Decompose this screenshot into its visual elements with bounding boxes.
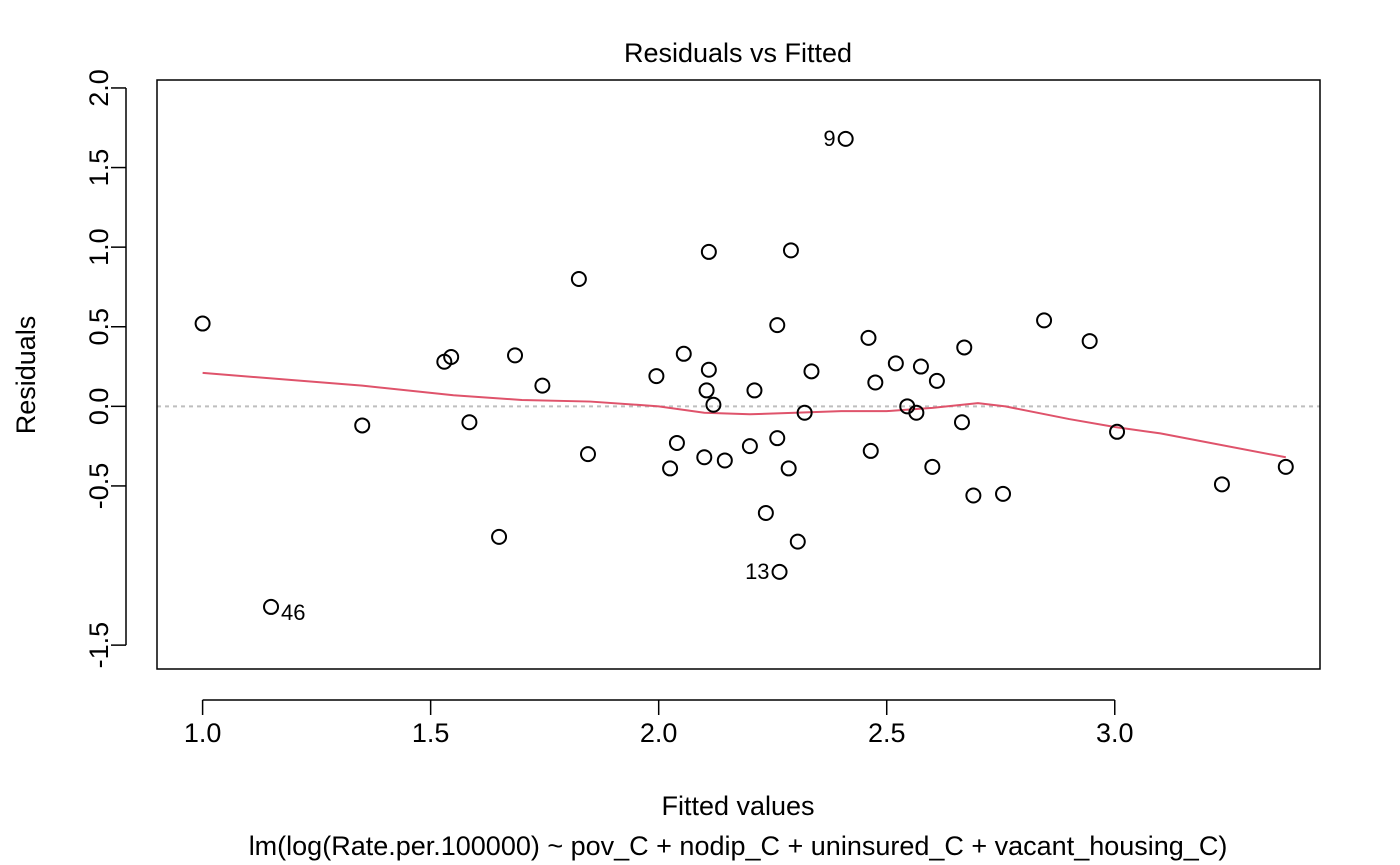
residual-point	[705, 396, 722, 413]
residual-point	[1109, 423, 1126, 440]
residual-point	[741, 438, 758, 455]
residual-point	[908, 404, 925, 421]
residual-point	[491, 528, 508, 545]
plot-area: 46 13 9	[156, 79, 1321, 670]
residual-point	[461, 414, 478, 431]
outlier-label: 9	[823, 126, 835, 151]
residual-points	[194, 130, 1294, 615]
residual-point	[194, 315, 211, 332]
residual-point	[965, 487, 982, 504]
outlier-label: 13	[745, 559, 769, 584]
chart-title: Residuals vs Fitted	[624, 38, 852, 68]
residual-point	[700, 361, 717, 378]
y-tick-label: -0.5	[84, 463, 114, 510]
residual-point	[716, 452, 733, 469]
y-axis: -1.5 -0.5 0.0 0.5 1.0 1.5 2.0	[84, 69, 127, 669]
x-tick-label: 2.5	[868, 718, 906, 748]
y-tick-label: 0.0	[84, 388, 114, 426]
residual-point	[862, 442, 879, 459]
model-formula-subtitle: lm(log(Rate.per.100000) ~ pov_C + nodip_…	[249, 831, 1228, 861]
residual-point	[953, 414, 970, 431]
x-tick-label: 1.0	[184, 718, 222, 748]
residual-point	[771, 563, 788, 580]
residual-point	[662, 460, 679, 477]
x-tick-label: 1.5	[412, 718, 450, 748]
y-tick-label: 0.5	[84, 308, 114, 346]
residual-point	[789, 533, 806, 550]
residual-point	[648, 368, 665, 385]
residual-point	[443, 348, 460, 365]
residual-point	[1036, 312, 1053, 329]
residual-point	[507, 347, 524, 364]
residual-point	[1081, 333, 1098, 350]
residual-point	[924, 458, 941, 475]
residual-point	[769, 317, 786, 334]
outlier-label: 46	[281, 600, 305, 625]
x-tick-label: 3.0	[1096, 718, 1134, 748]
residual-point	[837, 130, 854, 147]
residual-point	[746, 382, 763, 399]
residual-point	[1213, 476, 1230, 493]
x-axis-label: Fitted values	[661, 791, 814, 821]
residual-point	[782, 242, 799, 259]
residual-point	[579, 446, 596, 463]
loess-smoother-line	[202, 371, 1286, 459]
y-tick-label: -1.5	[84, 622, 114, 669]
x-tick-label: 2.0	[640, 718, 678, 748]
residual-point	[263, 598, 280, 615]
residual-point	[696, 449, 713, 466]
residual-point	[354, 417, 371, 434]
residual-point	[668, 434, 685, 451]
residual-point	[956, 339, 973, 356]
residual-point	[780, 460, 797, 477]
residual-point	[675, 345, 692, 362]
residual-point	[700, 243, 717, 260]
residual-point	[698, 382, 715, 399]
outlier-labels: 46 13 9	[281, 126, 836, 625]
residual-point	[570, 270, 587, 287]
x-axis: 1.0 1.5 2.0 2.5 3.0	[184, 699, 1134, 748]
y-axis-label: Residuals	[11, 316, 41, 435]
plot-frame	[156, 79, 1321, 670]
y-tick-label: 1.0	[84, 228, 114, 266]
residual-point	[796, 404, 813, 421]
residual-point	[860, 329, 877, 346]
residual-point	[769, 430, 786, 447]
y-tick-label: 2.0	[84, 69, 114, 107]
residual-point	[867, 374, 884, 391]
residual-point	[534, 377, 551, 394]
residual-point	[757, 504, 774, 521]
residual-point	[928, 372, 945, 389]
residual-point	[995, 485, 1012, 502]
y-tick-label: 1.5	[84, 149, 114, 187]
residual-point	[803, 363, 820, 380]
residual-point	[887, 355, 904, 372]
residual-point	[912, 358, 929, 375]
residual-point	[1277, 458, 1294, 475]
